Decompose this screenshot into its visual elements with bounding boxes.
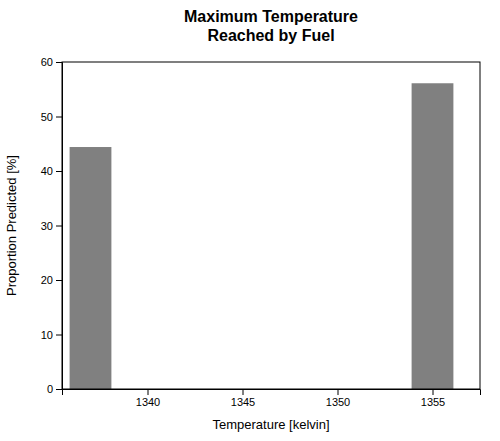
title: Maximum TemperatureReached by Fuel [184,8,358,44]
tick-label: 60 [41,56,53,68]
tick: 0 [47,383,62,395]
tick-mark [56,335,62,336]
tick-label: 1345 [231,396,255,408]
plot: 1340 1345 1350 1355 0 10 20 30 40 50 60 [41,56,481,408]
tick-mark [56,117,62,118]
tick-label: 1350 [326,396,350,408]
tick-mark [56,280,62,281]
bar [412,83,454,389]
bar [70,147,112,389]
plot-frame [62,62,480,389]
tick-mark [338,389,339,395]
tick: 1350 [326,389,350,408]
tick: 1355 [421,389,445,408]
tick-label: 20 [41,274,53,286]
y-axis: 0 10 20 30 40 50 60 [41,56,63,395]
tick: 30 [41,220,62,232]
tick-label: 30 [41,220,53,232]
tick-label: 40 [41,165,53,177]
tick: 20 [41,274,62,286]
tick: 40 [41,165,62,177]
tick-label: 10 [41,329,53,341]
tick-mark [148,389,149,395]
tick-label: 1355 [421,396,445,408]
tick-mark [56,171,62,172]
y-axis-title: Proportion Predicted [%] [4,155,19,296]
x-axis-title: Temperature [kelvin] [212,417,329,432]
tick-label: 1340 [136,396,160,408]
bars [70,83,454,389]
chart-container: 1340 1345 1350 1355 0 10 20 30 40 50 60 Maximum Tem… [0,0,500,441]
tick-label: 50 [41,111,53,123]
tick: 60 [41,56,62,68]
tick-mark [56,226,62,227]
tick: 10 [41,329,62,341]
axis-line [63,390,481,396]
tick: 50 [41,111,62,123]
tick-mark [56,389,62,390]
tick: 1340 [136,389,160,408]
tick-mark [243,389,244,395]
tick-mark [433,389,434,395]
chart-svg: 1340 1345 1350 1355 0 10 20 30 40 50 60 Maximum Tem… [0,0,500,441]
x-axis: 1340 1345 1350 1355 [63,389,481,408]
tick-mark [56,62,62,63]
tick: 1345 [231,389,255,408]
tick-label: 0 [47,383,53,395]
